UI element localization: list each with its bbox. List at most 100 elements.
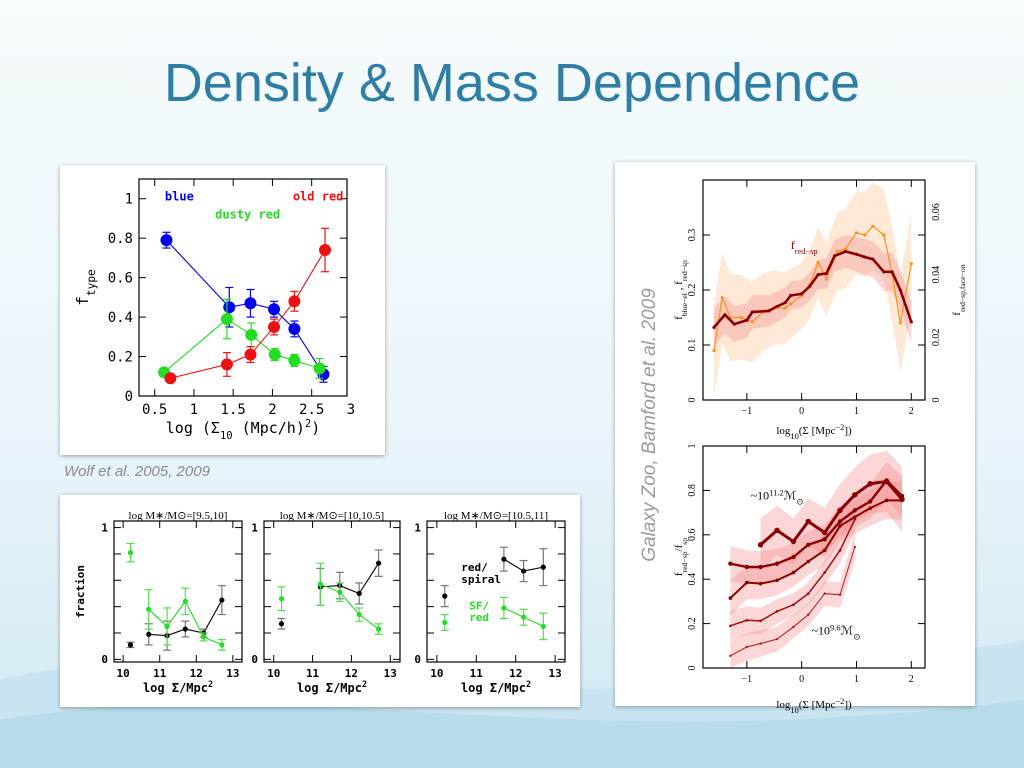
series-line-3 bbox=[728, 498, 904, 600]
label-segment: (Σ [Mpc bbox=[799, 699, 836, 711]
chart-3: 10 11 12 13 0 1 log Σ/Mpc2 log M∗/M⊙=[10,10.5] bbox=[251, 510, 401, 695]
data-point bbox=[758, 564, 763, 570]
data-point bbox=[898, 321, 902, 325]
series-~10^9.6 M_sun bbox=[729, 545, 857, 657]
data-point bbox=[337, 589, 343, 595]
y-tick-label: 1 bbox=[414, 521, 421, 534]
data-point bbox=[164, 623, 170, 630]
data-point bbox=[712, 325, 716, 329]
error-band bbox=[730, 505, 855, 641]
label-segment: 10 bbox=[790, 706, 798, 715]
data-point bbox=[909, 262, 913, 266]
data-point bbox=[816, 273, 820, 277]
data-point bbox=[146, 606, 152, 612]
series-dusty red bbox=[158, 298, 326, 379]
label-segment: 2 bbox=[208, 679, 213, 689]
data-point bbox=[767, 309, 771, 313]
y-tick-label: 0 bbox=[125, 389, 133, 405]
data-point bbox=[376, 626, 382, 632]
series-line bbox=[166, 239, 324, 375]
data-point bbox=[853, 545, 857, 549]
x-tick-label: 12 bbox=[345, 667, 358, 680]
data-point bbox=[838, 593, 842, 596]
data-point bbox=[288, 322, 301, 335]
axes-frame bbox=[263, 520, 401, 663]
data-point bbox=[789, 293, 793, 298]
y-tick-label: 0 bbox=[414, 653, 421, 666]
x-tick-label: 10 bbox=[267, 667, 280, 680]
chart-6: −1 0 1 2 0 0.2 0.4 0.6 0.8 1 log10(Σ [Mpc−2]) fred−… bbox=[673, 444, 926, 715]
data-point bbox=[356, 590, 362, 597]
x-axis-label: log (Σ10 (Mpc/h)2) bbox=[166, 418, 320, 442]
x-tick-label: 0 bbox=[799, 674, 804, 685]
data-point bbox=[898, 288, 902, 292]
data-point bbox=[805, 518, 811, 525]
data-point bbox=[890, 270, 894, 274]
data-point bbox=[127, 550, 134, 556]
data-point bbox=[739, 315, 743, 320]
label-segment: (Mpc/h) bbox=[233, 419, 305, 437]
data-point bbox=[853, 517, 857, 521]
label-segment: ℳ bbox=[841, 624, 854, 638]
data-point bbox=[758, 581, 763, 586]
chart-5: −1 0 1 2 0 0.1 0.2 0.3 0 0.02 0.04 0.06 log10(Σ [Mpc… bbox=[673, 179, 967, 441]
y-tick-label: 0.1 bbox=[687, 339, 698, 352]
x-tick-label: 2 bbox=[268, 402, 276, 418]
series-line bbox=[712, 250, 913, 329]
data-point bbox=[863, 255, 867, 259]
x-axis-label: log Σ/Mpc2 bbox=[143, 679, 213, 695]
y-tick-label: 1 bbox=[251, 521, 258, 534]
y2-axis-label: fred−sp,face−on bbox=[951, 264, 967, 316]
data-point bbox=[278, 596, 285, 602]
data-point bbox=[792, 625, 795, 629]
y-tick-label: 0 bbox=[251, 653, 258, 666]
data-point bbox=[822, 537, 827, 542]
data-point bbox=[160, 234, 173, 247]
annotation: ~1011.2ℳ⊙ bbox=[751, 488, 804, 506]
bamford-figure bbox=[615, 162, 975, 706]
series-SF/red bbox=[126, 542, 226, 651]
y-axis-label: fred−sp/fsp bbox=[673, 538, 689, 576]
data-point bbox=[853, 515, 857, 519]
data-point bbox=[791, 554, 796, 560]
data-point bbox=[774, 561, 780, 566]
data-point bbox=[774, 527, 780, 534]
y-tick-label: 0 bbox=[687, 666, 698, 671]
data-point bbox=[759, 619, 762, 623]
data-point bbox=[790, 538, 797, 545]
data-point bbox=[783, 306, 787, 310]
data-point bbox=[821, 529, 828, 536]
series-line bbox=[730, 479, 903, 569]
series-red/spiral bbox=[277, 549, 383, 630]
series-line-2 bbox=[728, 478, 905, 570]
x-tick-label: −1 bbox=[742, 674, 753, 685]
data-point bbox=[759, 642, 762, 645]
x-tick-label: 1.5 bbox=[221, 402, 246, 418]
chart-4: 10 11 12 13 0 1 log Σ/Mpc2 log M∗/M⊙=[10.5,11] r… bbox=[414, 510, 566, 695]
y-tick-label: 0.6 bbox=[687, 529, 698, 542]
x-tick-label: 2.5 bbox=[299, 402, 324, 418]
data-point bbox=[824, 277, 828, 281]
label-segment: ⊙ bbox=[796, 497, 803, 506]
data-point bbox=[775, 637, 779, 641]
label-segment: f bbox=[951, 312, 963, 316]
data-point bbox=[219, 597, 225, 603]
y-tick-label: 0.6 bbox=[108, 271, 133, 287]
x-axis-label: log Σ/Mpc2 bbox=[297, 679, 367, 695]
data-point bbox=[837, 507, 843, 514]
data-point bbox=[838, 548, 842, 552]
data-point bbox=[712, 348, 716, 353]
series-line bbox=[759, 480, 904, 546]
data-point bbox=[720, 296, 724, 300]
y2-tick-label: 0.02 bbox=[931, 329, 942, 347]
data-point bbox=[806, 542, 811, 547]
data-point bbox=[852, 508, 858, 513]
data-point bbox=[732, 322, 736, 326]
data-point bbox=[201, 634, 207, 640]
data-point bbox=[882, 270, 886, 274]
error-band bbox=[730, 533, 855, 668]
data-point bbox=[843, 249, 848, 254]
data-point bbox=[268, 348, 281, 361]
x-tick-label: 13 bbox=[549, 667, 562, 680]
y-tick-label: 0.2 bbox=[108, 349, 133, 365]
